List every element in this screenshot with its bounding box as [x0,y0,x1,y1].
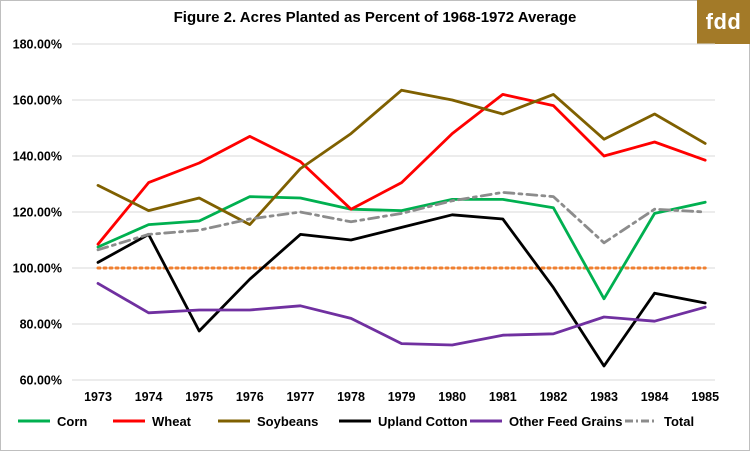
gridlines [72,43,715,381]
chart-legend: Corn Wheat Soybeans Upland Cotton Other Feed… [0,412,750,430]
y-tick-label: 60.00% [20,374,62,388]
legend-item: Soybeans [217,412,318,430]
series-line-total [96,190,707,252]
x-axis-labels: 1973 1974 1975 1976 1977 1978 1979 1980 1981 1982… [84,390,719,404]
y-tick-label: 80.00% [20,318,62,332]
x-tick-label: 1985 [691,390,719,404]
x-tick-label: 1976 [236,390,264,404]
legend-item: Corn [17,412,87,430]
legend-label: Upland Cotton [378,413,468,429]
y-tick-label: 180.00% [13,38,62,52]
x-tick-label: 1979 [388,390,416,404]
chart-title: Figure 2. Acres Planted as Percent of 19… [173,9,577,26]
series-line-corn [96,195,707,301]
x-tick-label: 1973 [84,390,112,404]
legend-swatch [624,412,658,430]
legend-swatch [112,412,146,430]
y-axis-labels: 60.00% 80.00% 100.00% 120.00% 140.00% 160.00%… [13,38,62,388]
x-tick-label: 1981 [489,390,517,404]
y-tick-label: 120.00% [13,206,62,220]
x-tick-label: 1977 [286,390,314,404]
x-tick-label: 1974 [135,390,163,404]
x-tick-label: 1982 [539,390,567,404]
legend-swatch [217,412,251,430]
series-line-soybeans [96,88,707,227]
x-tick-label: 1984 [641,390,669,404]
legend-label: Wheat [152,413,191,429]
legend-swatch [469,412,503,430]
x-tick-label: 1978 [337,390,365,404]
y-tick-label: 140.00% [13,150,62,164]
legend-item: Total [624,412,694,430]
y-tick-label: 160.00% [13,94,62,108]
series-line-other-feed-grains [96,281,707,347]
series-line-wheat [96,93,707,246]
series-line-upland-cotton [96,213,707,368]
x-tick-label: 1983 [590,390,618,404]
legend-label: Soybeans [257,413,319,429]
legend-swatch [338,412,372,430]
x-tick-label: 1980 [438,390,466,404]
legend-label: Total [664,413,695,429]
legend-item: Wheat [112,412,191,430]
fdd-logo: fdd [697,0,750,44]
x-tick-label: 1975 [185,390,213,404]
series-lines [96,88,707,368]
legend-label: Corn [57,413,88,429]
legend-label: Other Feed Grains [509,413,623,429]
legend-item: Upland Cotton [338,412,468,430]
legend-swatch [17,412,51,430]
y-tick-label: 100.00% [13,262,62,276]
legend-item: Other Feed Grains [469,412,622,430]
